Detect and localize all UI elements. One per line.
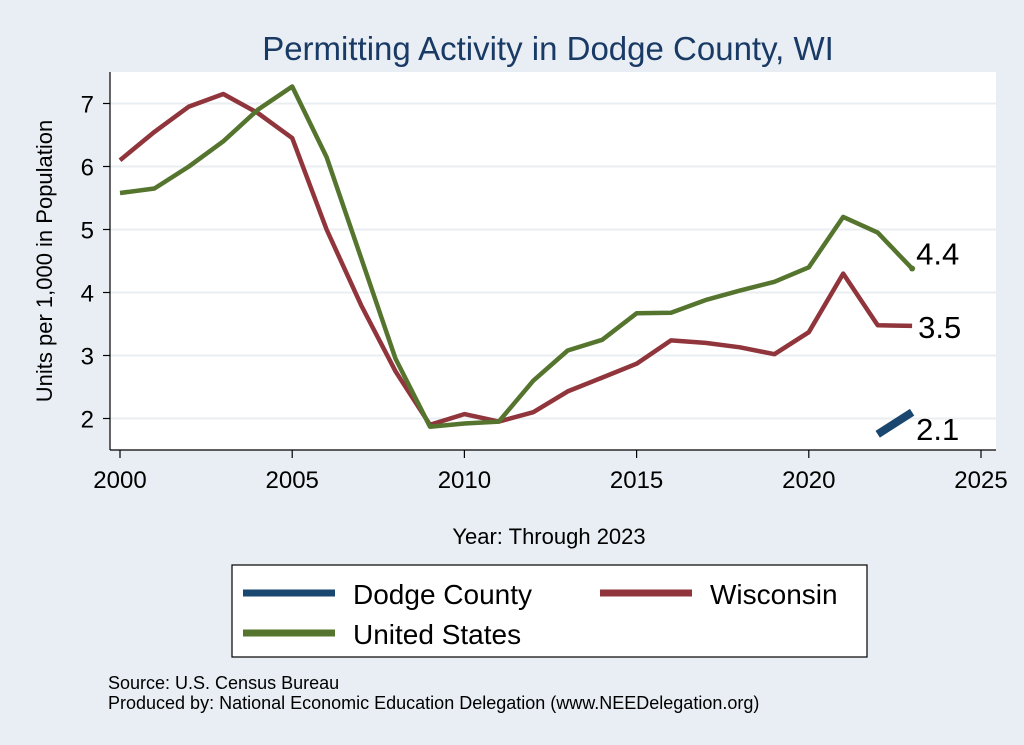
y-tick-label: 4: [81, 281, 94, 308]
end-label-united-states: 4.4: [916, 237, 959, 272]
y-tick-label: 7: [81, 92, 94, 119]
series-line-united-states: [119, 84, 914, 429]
legend: Dodge County Wisconsin United States: [231, 564, 868, 658]
gridlines: [110, 102, 996, 420]
end-label-wisconsin: 3.5: [918, 310, 961, 345]
y-tick-label: 5: [81, 218, 94, 245]
x-axis-label: Year: Through 2023: [452, 524, 645, 549]
series-line-dodge-county: [875, 408, 915, 438]
x-tick-label: 2010: [438, 467, 491, 494]
series-layer: [118, 84, 916, 438]
y-axis-label: Units per 1,000 in Population: [32, 120, 57, 403]
produced-by-note: Produced by: National Economic Education…: [108, 693, 759, 713]
legend-label-dodge-county: Dodge County: [353, 579, 532, 610]
end-label-dodge-county: 2.1: [916, 412, 959, 447]
legend-label-wisconsin: Wisconsin: [710, 579, 838, 610]
x-tick-label: 2015: [610, 467, 663, 494]
x-tick-label: 2020: [782, 467, 835, 494]
source-note: Source: U.S. Census Bureau: [108, 673, 339, 693]
x-ticks: 2000 2005 2010 2015 2020 2025: [93, 450, 1008, 494]
chart-title: Permitting Activity in Dodge County, WI: [262, 30, 834, 67]
y-tick-label: 6: [81, 155, 94, 182]
y-tick-label: 3: [81, 344, 94, 371]
plot-area: [110, 72, 996, 450]
y-tick-label: 2: [81, 407, 94, 434]
legend-label-united-states: United States: [353, 619, 521, 650]
legend-box: [231, 564, 868, 658]
series-line-wisconsin: [118, 91, 913, 428]
y-ticks: 2 3 4 5 6 7: [81, 92, 110, 434]
x-tick-label: 2025: [954, 467, 1007, 494]
x-tick-label: 2005: [266, 467, 319, 494]
x-tick-label: 2000: [93, 467, 146, 494]
series-end-point-united-states: [909, 265, 916, 272]
end-labels: 3.5 4.4 2.1: [916, 237, 961, 448]
